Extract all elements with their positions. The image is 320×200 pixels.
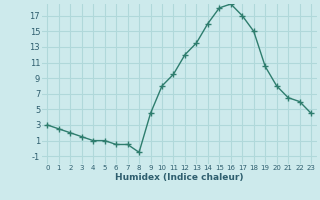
X-axis label: Humidex (Indice chaleur): Humidex (Indice chaleur): [115, 173, 244, 182]
